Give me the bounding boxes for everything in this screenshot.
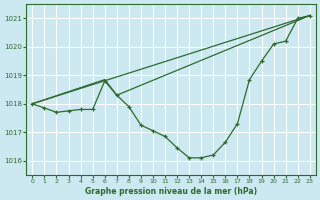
- X-axis label: Graphe pression niveau de la mer (hPa): Graphe pression niveau de la mer (hPa): [85, 187, 257, 196]
